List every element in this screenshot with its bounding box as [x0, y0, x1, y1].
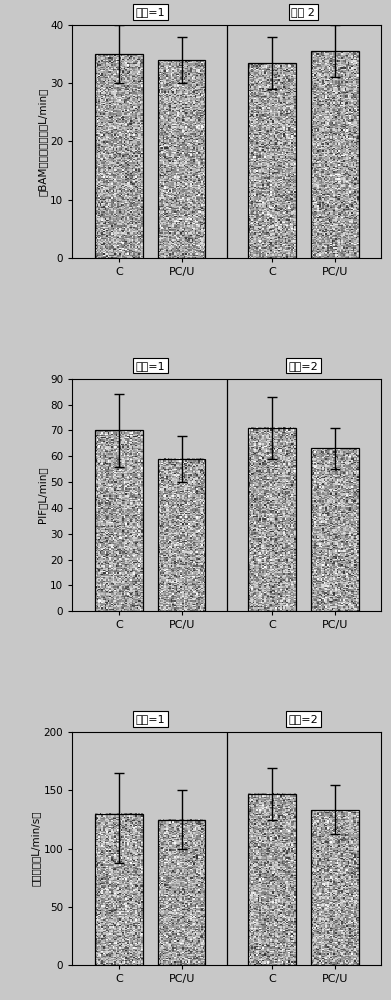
Y-axis label: PIF（L/min）: PIF（L/min） — [38, 467, 47, 523]
Bar — [248, 63, 296, 258]
Y-axis label: 初始加速（L/min/s）: 初始加速（L/min/s） — [31, 811, 41, 886]
Text: 吸入=1: 吸入=1 — [135, 714, 165, 724]
Bar — [95, 430, 143, 611]
Bar — [158, 820, 205, 965]
Bar — [248, 794, 296, 965]
Bar — [158, 459, 205, 611]
Text: 吸入=2: 吸入=2 — [289, 361, 318, 371]
Text: 吸入=1: 吸入=1 — [135, 7, 165, 17]
Text: 吸入 2: 吸入 2 — [291, 7, 315, 17]
Text: 吸入=2: 吸入=2 — [289, 714, 318, 724]
Bar — [248, 428, 296, 611]
Bar — [95, 54, 143, 258]
Bar — [311, 51, 359, 258]
Bar — [95, 814, 143, 965]
Bar — [311, 448, 359, 611]
Bar — [311, 810, 359, 965]
Bar — [158, 60, 205, 258]
Text: 吸入=1: 吸入=1 — [135, 361, 165, 371]
Y-axis label: 在BAM启动时的流量（L/min）: 在BAM启动时的流量（L/min） — [38, 87, 47, 196]
